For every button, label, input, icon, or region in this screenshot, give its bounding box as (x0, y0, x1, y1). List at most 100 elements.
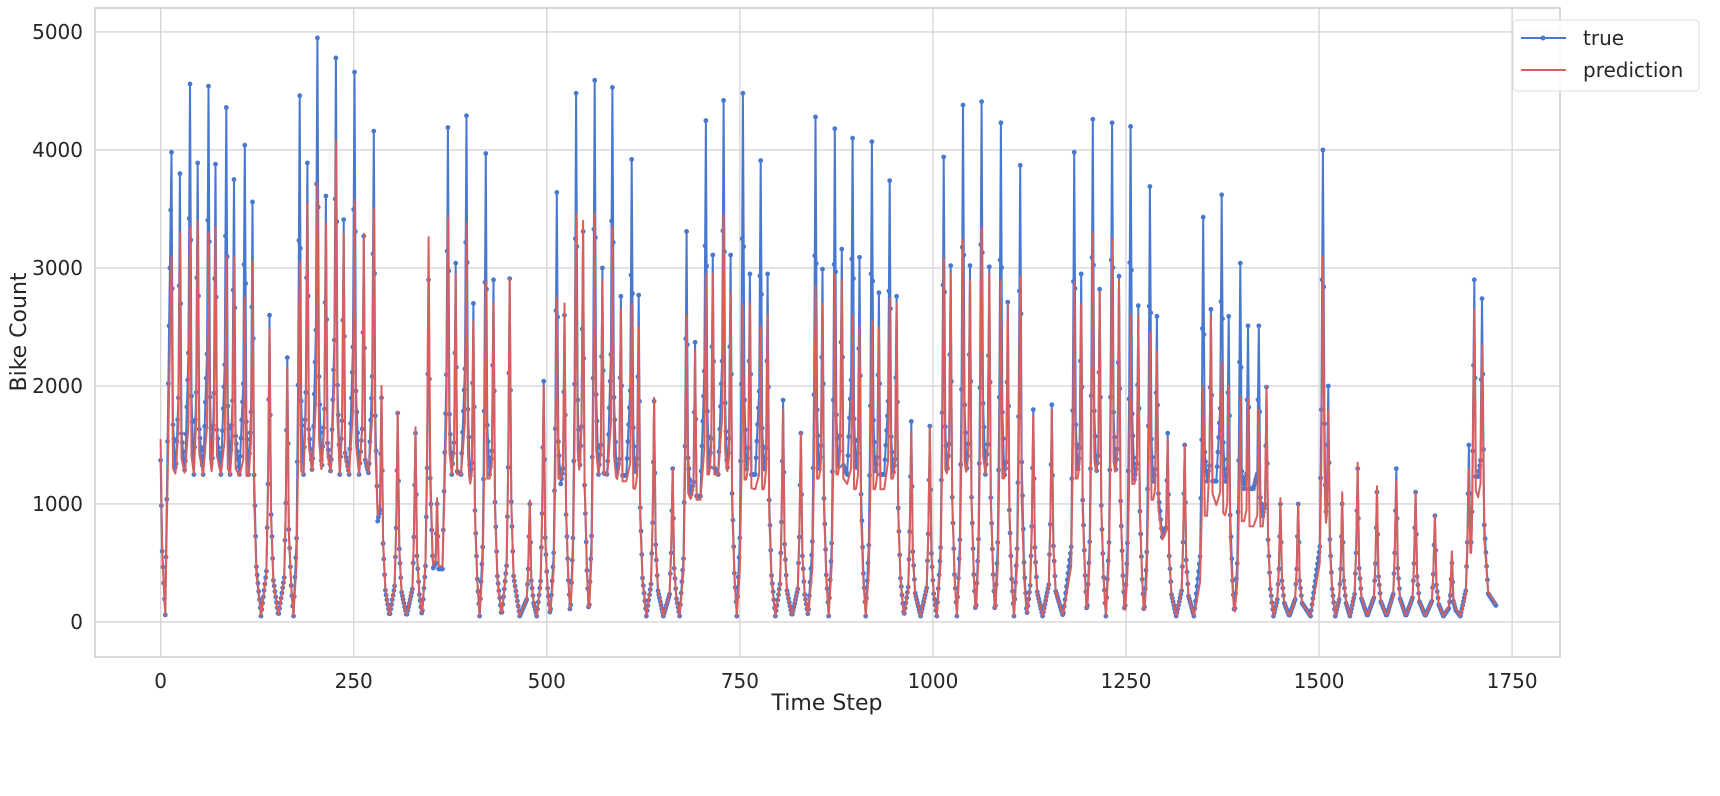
true-point (243, 281, 249, 286)
true-point (242, 142, 248, 148)
true-point (752, 472, 758, 477)
true-point (741, 244, 747, 250)
true-point (740, 90, 746, 96)
true-point (758, 158, 764, 164)
true-point (600, 265, 605, 271)
true-point (851, 276, 856, 281)
legend-prediction-label: prediction (1583, 58, 1683, 82)
true-point (1049, 402, 1055, 408)
true-point (352, 69, 357, 75)
true-point (759, 292, 764, 297)
true-point (298, 245, 303, 251)
true-point (483, 151, 489, 156)
true-point (997, 257, 1003, 263)
true-point (1147, 184, 1153, 189)
x-tick-label: 750 (721, 669, 759, 693)
true-point (296, 238, 302, 243)
true-point (1090, 116, 1096, 122)
true-point (1200, 326, 1205, 331)
true-point (1195, 576, 1201, 582)
true-point (624, 456, 630, 461)
true-point (1325, 383, 1331, 389)
true-point (1148, 310, 1154, 316)
true-point (223, 233, 228, 239)
true-point (998, 120, 1004, 126)
true-point (238, 435, 244, 441)
true-point (618, 293, 624, 299)
y-axis-label: Bike Count (7, 272, 32, 391)
true-point (941, 154, 947, 160)
true-point (628, 272, 634, 278)
true-point (757, 273, 763, 279)
true-point (845, 453, 851, 458)
legend-true-label: true (1583, 26, 1624, 50)
true-point (868, 271, 874, 277)
true-point (1479, 296, 1485, 301)
true-point (883, 442, 889, 448)
true-point (1218, 299, 1224, 304)
true-point (177, 171, 183, 177)
true-point (876, 290, 882, 296)
tick-labels: 0 250 500 750 1000 1250 1500 1750 0 1000 2000 3000 4… (32, 20, 1537, 693)
true-point (250, 199, 255, 205)
true-point (223, 105, 229, 110)
true-point (869, 139, 875, 145)
true-point (1475, 474, 1481, 479)
true-point (1238, 364, 1244, 370)
true-point (267, 312, 272, 318)
true-point (1127, 260, 1133, 265)
true-point (610, 85, 615, 90)
series-lines (159, 139, 1497, 618)
y-tick-label: 3000 (32, 256, 83, 280)
true-point (857, 254, 862, 260)
true-point (220, 428, 225, 433)
true-point (236, 464, 242, 470)
true-point (491, 277, 496, 283)
true-point (1220, 316, 1225, 322)
true-point (870, 278, 876, 284)
true-point (813, 114, 818, 120)
true-point (850, 135, 855, 141)
true-point (703, 118, 709, 123)
true-point (1245, 323, 1251, 329)
true-point (1215, 449, 1221, 455)
true-point (1078, 271, 1084, 277)
x-axis-label: Time Step (771, 691, 883, 716)
true-point (820, 266, 825, 272)
legend-true-marker (1540, 35, 1546, 41)
true-point (573, 90, 579, 96)
true-point (630, 291, 635, 296)
true-point (1129, 267, 1134, 273)
true-point (471, 301, 476, 306)
true-point (849, 256, 855, 262)
true-point (927, 423, 933, 429)
true-point (754, 438, 760, 444)
true-point (728, 252, 733, 258)
true-point (747, 271, 753, 277)
true-point (195, 160, 201, 166)
true-point (832, 126, 838, 132)
true-point (241, 262, 247, 267)
true-point (1256, 323, 1262, 329)
true-point (202, 423, 208, 429)
true-point (168, 207, 174, 213)
true-point (213, 161, 218, 167)
true-point (1165, 430, 1171, 436)
plot-frame (94, 7, 1561, 658)
true-point (1213, 478, 1219, 484)
x-tick-label: 1750 (1487, 669, 1538, 693)
true-point (284, 355, 290, 360)
true-point (721, 98, 726, 103)
true-point (1030, 407, 1036, 412)
true-point (187, 81, 193, 87)
true-point (1393, 466, 1399, 471)
true-point (445, 125, 451, 130)
true-point (629, 157, 635, 162)
true-point (371, 128, 377, 134)
y-tick-label: 2000 (32, 374, 83, 398)
x-tick-label: 500 (528, 669, 566, 693)
true-point (894, 293, 899, 299)
true-point (699, 443, 705, 449)
true-point (812, 253, 818, 259)
true-point (882, 457, 888, 463)
